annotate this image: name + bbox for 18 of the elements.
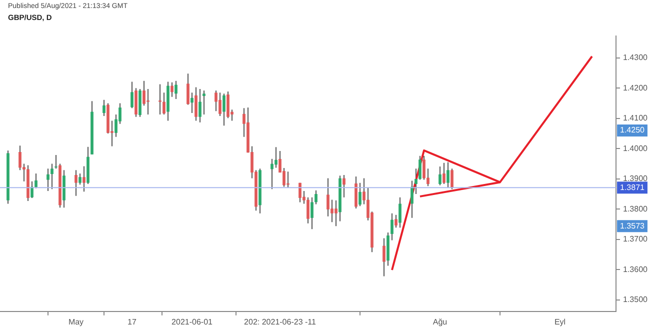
x-tick-label: 17 xyxy=(128,317,137,326)
y-tick-label: 1.3500 xyxy=(623,295,648,304)
y-tick-label: 1.4300 xyxy=(623,53,648,62)
y-tick-label: 1.3600 xyxy=(623,264,648,274)
ref-line-label: 1.3871 xyxy=(620,182,646,192)
y-tick-label: 1.3800 xyxy=(623,204,648,214)
x-tick-label: Ağu xyxy=(432,317,448,326)
x-tick-label: 202: 2021-06-23 -11 xyxy=(244,317,317,326)
y-tick-label: 1.4000 xyxy=(623,144,648,153)
annotation: 1.3573 xyxy=(620,221,646,230)
annotation: 1.4250 xyxy=(620,126,646,135)
x-tick-label: 2021-06-01 xyxy=(172,317,214,326)
y-tick-label: 1.3700 xyxy=(623,234,648,244)
x-tick-label: May xyxy=(68,317,84,326)
y-tick-label: 1.4100 xyxy=(623,114,648,123)
y-tick-label: 1.4200 xyxy=(623,83,648,92)
y-tick-label: 1.3900 xyxy=(623,174,648,184)
x-tick-label: Eyl xyxy=(554,317,566,326)
